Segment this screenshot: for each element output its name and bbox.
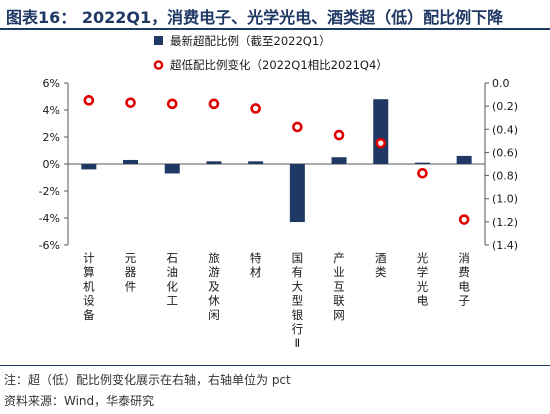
left-tick-label: -6%: [39, 239, 60, 252]
right-tick-label: (0.2): [492, 100, 518, 113]
bar: [248, 161, 264, 164]
bar: [81, 164, 97, 170]
category-label: 消费电子: [458, 251, 470, 308]
change-marker: [458, 214, 470, 225]
bar: [414, 162, 430, 164]
legend-bar-label: 最新超配比例（截至2022Q1）: [170, 34, 331, 48]
bar: [164, 164, 180, 174]
footer-divider: [0, 365, 550, 366]
bar: [331, 157, 347, 164]
legend-bar-swatch: [154, 36, 163, 45]
change-marker: [292, 121, 303, 133]
change-marker: [83, 95, 95, 106]
change-marker: [417, 167, 428, 179]
right-tick-label: (0.8): [492, 170, 518, 183]
change-marker: [125, 97, 136, 108]
title-bar: 图表16： 2022Q1，消费电子、光学光电、酒类超（低）配比例下降: [0, 0, 550, 30]
left-tick-label: -2%: [39, 185, 60, 198]
left-tick-label: 2%: [43, 131, 60, 144]
bar: [373, 99, 389, 164]
right-tick-label: (0.4): [492, 123, 518, 136]
category-label: 光学光电: [417, 251, 429, 308]
right-tick-label: (1.0): [492, 193, 518, 206]
right-tick-label: (0.6): [492, 146, 518, 159]
right-tick-label: 0.0: [492, 77, 510, 90]
legend-marker-swatch: [153, 60, 164, 70]
change-marker: [250, 103, 261, 114]
change-marker: [333, 129, 345, 141]
bar: [456, 155, 472, 164]
bar: [123, 159, 139, 164]
left-tick-label: -4%: [39, 212, 60, 225]
category-label: 特材: [250, 251, 262, 279]
footer-note: 注：超（低）配比例变化展示在右轴，右轴单位为 pct: [4, 373, 291, 387]
right-tick-label: (1.4): [492, 239, 518, 252]
category-label: 旅游及休闲: [208, 251, 220, 322]
category-label: 产业互联网: [333, 251, 345, 322]
footer-source: 资料来源：Wind，华泰研究: [4, 394, 155, 408]
right-tick-label: (1.2): [492, 216, 518, 229]
category-label: 元器件: [125, 251, 137, 293]
left-tick-label: 4%: [43, 104, 60, 117]
chart-title: 图表16： 2022Q1，消费电子、光学光电、酒类超（低）配比例下降: [6, 8, 504, 27]
bar: [289, 164, 305, 223]
left-tick-label: 6%: [43, 77, 60, 90]
change-marker: [375, 137, 387, 149]
change-marker: [208, 98, 220, 110]
legend-marker-label: 超低配比例变化（2022Q1相比2021Q4）: [170, 58, 388, 72]
category-label: 石油化工: [167, 251, 179, 308]
change-marker: [166, 98, 178, 110]
left-tick-label: 0%: [43, 158, 60, 171]
category-label: 酒类: [375, 251, 387, 279]
category-label: 国有大型银行 Ⅱ: [292, 251, 304, 350]
bar: [206, 161, 222, 164]
category-label: 计算机设备: [83, 251, 95, 322]
plot-area: 6% 4% 2% 0% -2% -4% -6% 0.0 (0.2) (0.4) (0.6) (0.8)…: [39, 34, 519, 350]
